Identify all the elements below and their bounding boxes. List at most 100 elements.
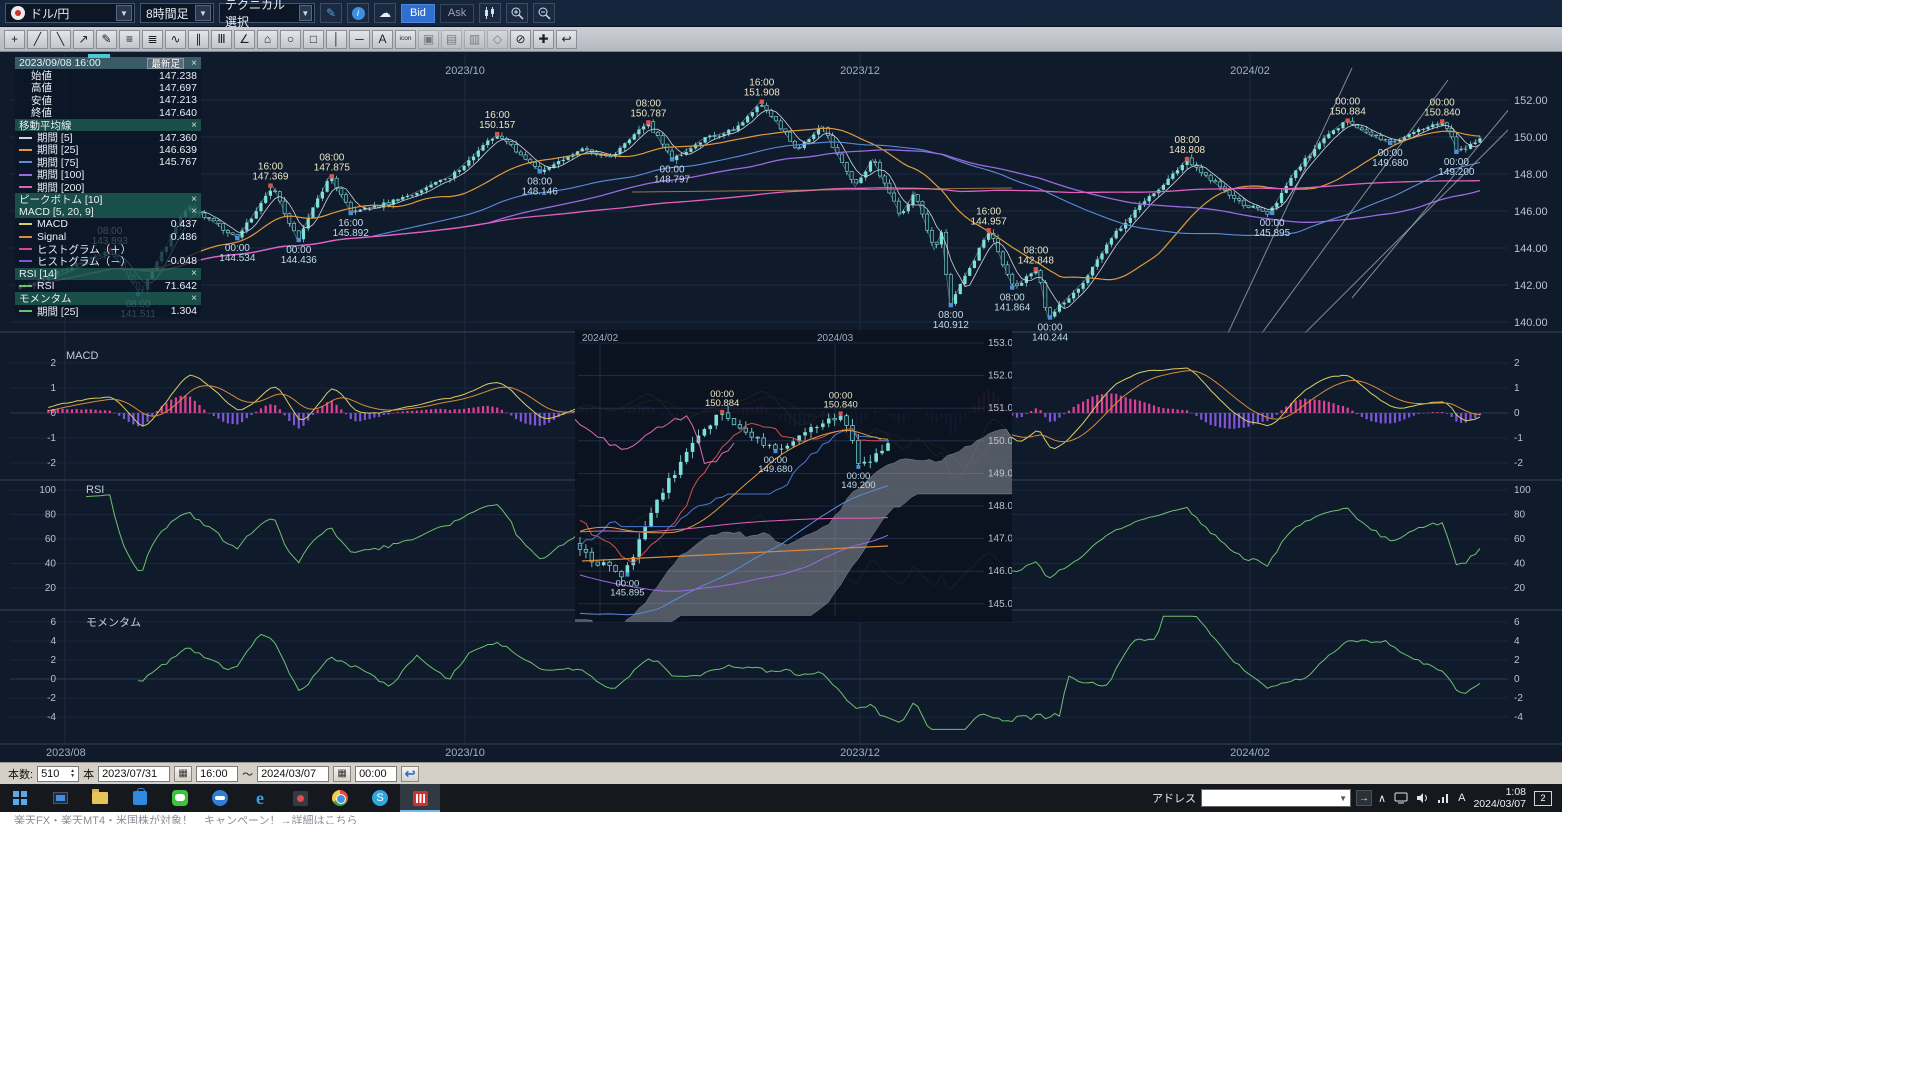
ellipse-tool[interactable]: ○: [280, 29, 301, 49]
photos-app-icon: [292, 790, 308, 806]
svg-text:141.864: 141.864: [994, 303, 1031, 314]
chevron-down-icon[interactable]: ▼: [1339, 793, 1348, 803]
bar-count-input[interactable]: 510 ▲ ▼: [37, 765, 80, 782]
pentagon-tool[interactable]: ⌂: [257, 29, 278, 49]
address-input[interactable]: ▼: [1201, 789, 1352, 807]
time-from-input[interactable]: 16:00: [196, 765, 239, 782]
undo-button[interactable]: ↩: [401, 765, 420, 782]
svg-text:145.00: 145.00: [988, 599, 1012, 610]
bar-unit-label: 本: [83, 768, 95, 781]
angle-tool[interactable]: ∠: [234, 29, 255, 49]
horizontal-lines-tool[interactable]: ≡: [119, 29, 140, 49]
settings-wrench-tool[interactable]: ✚: [533, 29, 554, 49]
svg-text:80: 80: [1514, 510, 1526, 521]
trendline-tool[interactable]: ╱: [27, 29, 48, 49]
store-app[interactable]: [120, 784, 160, 812]
svg-text:142.00: 142.00: [1514, 280, 1548, 292]
horizontal-line-tool[interactable]: ─: [349, 29, 370, 49]
currency-pair-select[interactable]: ドル/円 ▼: [5, 3, 135, 23]
timeframe-select[interactable]: 8時間足 ▼: [140, 3, 214, 23]
clock-date: 2024/03/07: [1473, 798, 1526, 810]
panel-drag-handle[interactable]: [88, 54, 110, 58]
chevron-down-icon[interactable]: ▼: [195, 5, 211, 21]
technical-select[interactable]: テクニカル選択 ▼: [219, 0, 315, 29]
latest-candle-button[interactable]: 最新足: [147, 57, 184, 70]
info-button[interactable]: i: [347, 3, 369, 23]
start-button[interactable]: [0, 784, 40, 812]
date-from-input[interactable]: 2023/07/31: [98, 765, 171, 782]
stamp-up-tool[interactable]: ▣: [418, 29, 439, 49]
chevron-down-icon[interactable]: ▼: [298, 5, 312, 21]
photos-app[interactable]: [280, 784, 320, 812]
zoom-out-button[interactable]: [533, 3, 556, 23]
close-icon[interactable]: ×: [191, 57, 197, 69]
zoom-in-button[interactable]: [506, 3, 529, 23]
file-explorer-app[interactable]: [80, 784, 120, 812]
close-icon[interactable]: ×: [191, 119, 197, 131]
svg-text:146.00: 146.00: [988, 566, 1012, 577]
stamp-flag-tool[interactable]: ▥: [464, 29, 485, 49]
task-view-app[interactable]: [40, 784, 80, 812]
skype-app[interactable]: S: [360, 784, 400, 812]
address-go-button[interactable]: →: [1356, 790, 1373, 806]
edge-app[interactable]: e: [240, 784, 280, 812]
display-icon[interactable]: [1394, 792, 1408, 804]
inset-chart-canvas[interactable]: 153.00 152.00 151.00 150.00 149.00 148.00 147.…: [575, 330, 1012, 622]
date-to-input[interactable]: 2024/03/07: [257, 765, 330, 782]
date-to-calendar-button[interactable]: ▦: [333, 765, 352, 782]
revert-tool[interactable]: ↩: [556, 29, 577, 49]
svg-text:149.00: 149.00: [988, 468, 1012, 479]
svg-text:MACD: MACD: [66, 350, 98, 362]
stamp-mark-tool[interactable]: ◇: [487, 29, 508, 49]
time-to-input[interactable]: 00:00: [355, 765, 398, 782]
notification-badge[interactable]: 2: [1534, 790, 1552, 806]
freehand-tool[interactable]: ✎: [96, 29, 117, 49]
taskbar-clock[interactable]: 1:08 2024/03/07: [1473, 786, 1526, 810]
text-tool[interactable]: A: [372, 29, 393, 49]
close-icon[interactable]: ×: [191, 206, 197, 218]
tray-expand-icon[interactable]: ∧: [1378, 792, 1387, 805]
close-icon[interactable]: ×: [191, 268, 197, 280]
close-icon[interactable]: ×: [191, 193, 197, 205]
chrome-app[interactable]: [320, 784, 360, 812]
spin-down-icon[interactable]: ▼: [70, 772, 76, 779]
rectangle-tool[interactable]: □: [303, 29, 324, 49]
timeframe-value: 8時間足: [146, 6, 189, 21]
arrow-line-tool[interactable]: ↗: [73, 29, 94, 49]
svg-text:60: 60: [1514, 534, 1526, 545]
date-from-calendar-button[interactable]: ▦: [174, 765, 193, 782]
svg-text:40: 40: [1514, 559, 1526, 570]
network-icon[interactable]: [1437, 792, 1450, 804]
spin-up-icon[interactable]: ▲: [70, 767, 76, 774]
svg-text:00:00: 00:00: [846, 471, 870, 482]
teamviewer-app[interactable]: [200, 784, 240, 812]
svg-text:140.00: 140.00: [1514, 317, 1548, 329]
spinner-icon[interactable]: ▲ ▼: [70, 767, 76, 779]
eraser-tool[interactable]: ⊘: [510, 29, 531, 49]
wave-line-tool[interactable]: ∿: [165, 29, 186, 49]
line-app[interactable]: [160, 784, 200, 812]
crosshair-tool[interactable]: +: [4, 29, 25, 49]
grid-lines-tool[interactable]: ≣: [142, 29, 163, 49]
icon-stamp-tool[interactable]: icon: [395, 29, 416, 49]
svg-text:00:00: 00:00: [286, 245, 311, 256]
volume-icon[interactable]: [1416, 792, 1429, 804]
indicator-row: Signal 0.486: [15, 230, 201, 243]
stamp-down-tool[interactable]: ▤: [441, 29, 462, 49]
bid-toggle[interactable]: Bid: [401, 3, 435, 23]
vertical-line-tool[interactable]: │: [326, 29, 347, 49]
svg-text:16:00: 16:00: [485, 110, 510, 121]
chart-type-button[interactable]: [479, 3, 502, 23]
draw-pencil-button[interactable]: ✎: [320, 3, 342, 23]
fibonacci-tool[interactable]: Ⅲ: [211, 29, 232, 49]
ime-mode-indicator[interactable]: A: [1458, 792, 1466, 804]
svg-text:148.00: 148.00: [1514, 169, 1548, 181]
chevron-down-icon[interactable]: ▼: [116, 5, 132, 21]
svg-text:40: 40: [45, 559, 57, 570]
weather-view-button[interactable]: ☁: [374, 3, 396, 23]
parallel-lines-tool[interactable]: ∥: [188, 29, 209, 49]
close-icon[interactable]: ×: [191, 293, 197, 305]
extended-line-tool[interactable]: ╲: [50, 29, 71, 49]
marketspeed-fx-app[interactable]: [400, 784, 440, 812]
ask-toggle[interactable]: Ask: [439, 3, 475, 23]
